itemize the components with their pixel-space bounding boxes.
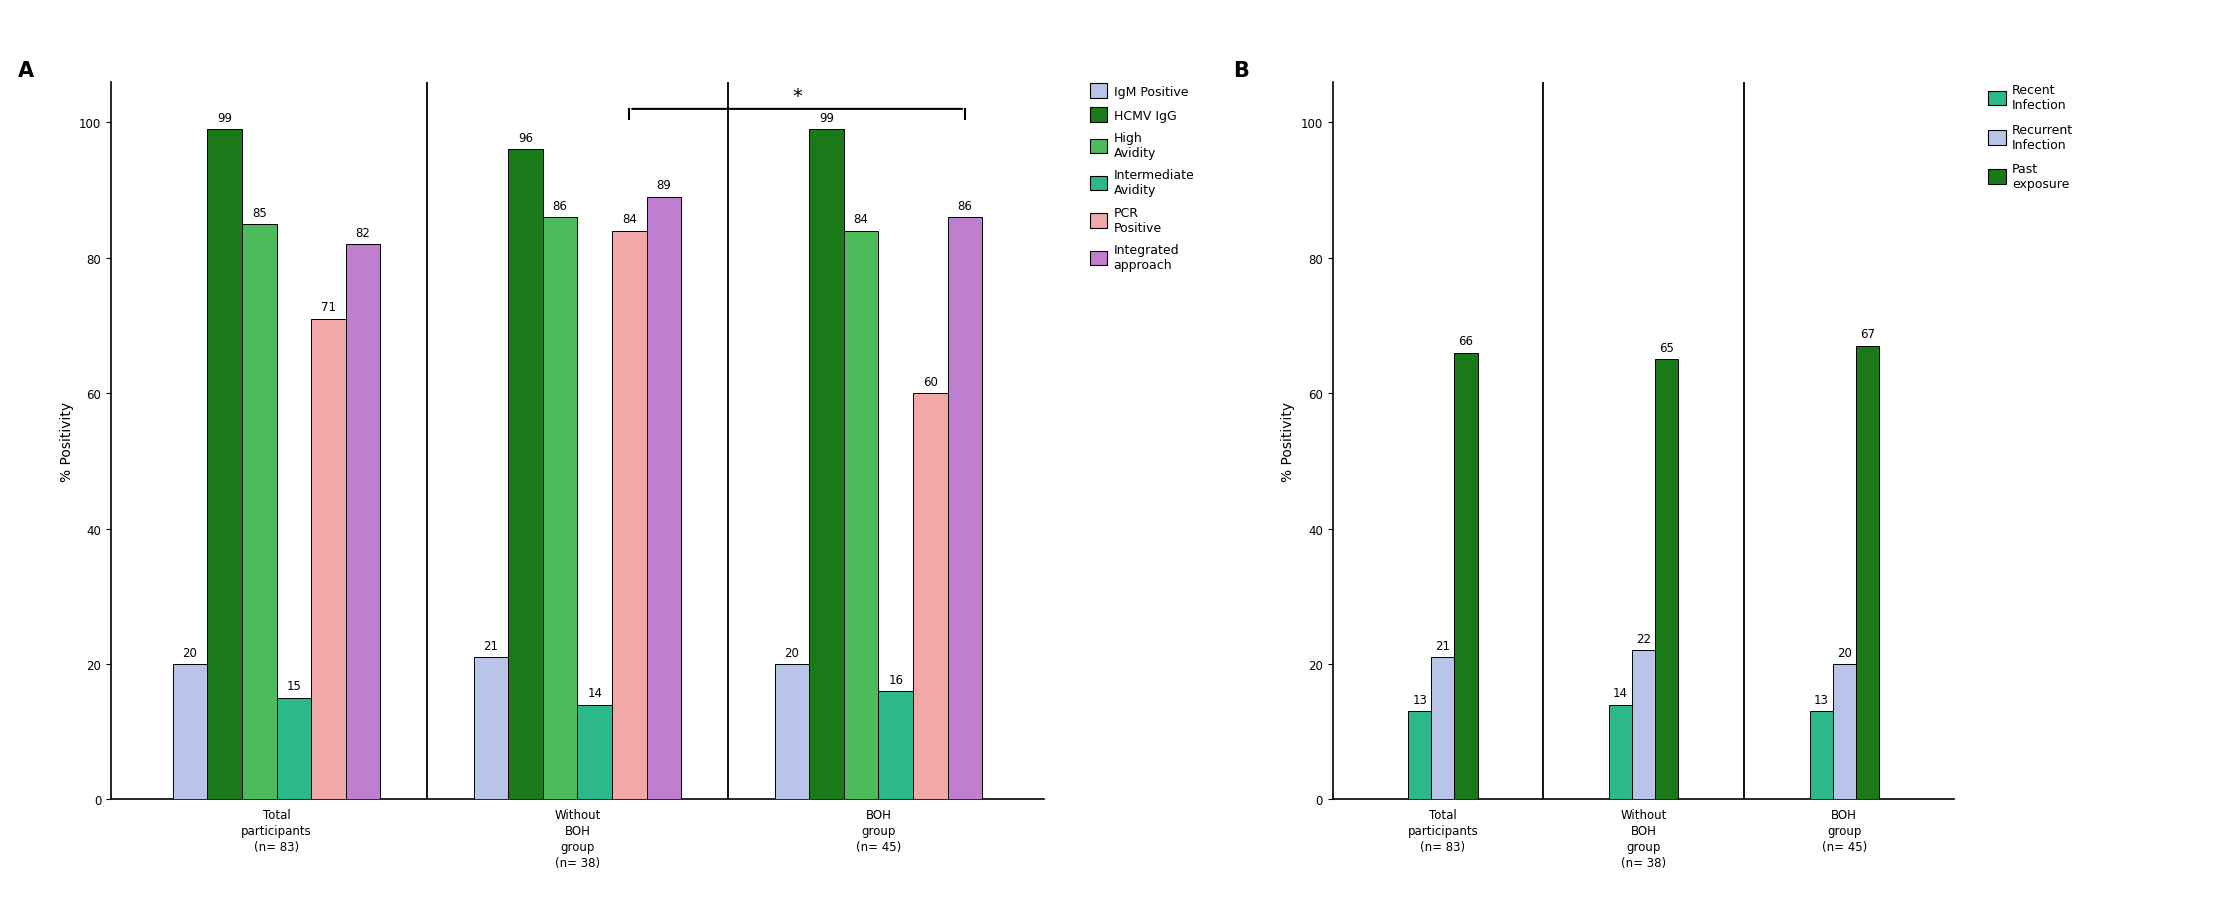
Text: 21: 21 — [1435, 639, 1450, 652]
Bar — [1632, 651, 1655, 800]
Text: 99: 99 — [218, 111, 233, 125]
Text: 21: 21 — [484, 639, 498, 652]
Bar — [311, 320, 346, 800]
Bar — [1810, 711, 1832, 800]
Bar — [542, 218, 577, 800]
Y-axis label: % Positivity: % Positivity — [1282, 401, 1295, 482]
Text: 14: 14 — [1612, 686, 1628, 699]
Bar — [613, 232, 646, 800]
Bar — [509, 151, 542, 800]
Bar — [242, 225, 278, 800]
Legend: Recent
Infection, Recurrent
Infection, Past
exposure: Recent Infection, Recurrent Infection, P… — [1986, 82, 2074, 193]
Text: *: * — [793, 87, 802, 107]
Text: 84: 84 — [853, 213, 868, 226]
Text: 67: 67 — [1859, 328, 1875, 341]
Bar — [948, 218, 982, 800]
Text: 20: 20 — [784, 646, 800, 659]
Text: 16: 16 — [888, 673, 904, 686]
Bar — [913, 393, 948, 800]
Bar — [1832, 664, 1857, 800]
Bar — [775, 664, 808, 800]
Bar — [1857, 346, 1879, 800]
Y-axis label: % Positivity: % Positivity — [60, 401, 73, 482]
Bar — [278, 698, 311, 800]
Text: 65: 65 — [1659, 342, 1675, 355]
Text: 20: 20 — [1837, 646, 1852, 659]
Bar — [1430, 657, 1455, 800]
Text: 20: 20 — [182, 646, 198, 659]
Bar — [808, 130, 844, 800]
Bar — [577, 705, 613, 800]
Bar — [346, 245, 380, 800]
Bar — [1608, 705, 1632, 800]
Legend: IgM Positive, HCMV IgG, High
Avidity, Intermediate
Avidity, PCR
Positive, Integr: IgM Positive, HCMV IgG, High Avidity, In… — [1088, 82, 1197, 275]
Bar — [1408, 711, 1430, 800]
Text: 84: 84 — [622, 213, 637, 226]
Bar — [877, 691, 913, 800]
Bar — [1655, 360, 1679, 800]
Bar — [207, 130, 242, 800]
Bar — [173, 664, 207, 800]
Text: 96: 96 — [517, 132, 533, 145]
Bar — [473, 657, 509, 800]
Text: 22: 22 — [1637, 632, 1650, 645]
Text: 71: 71 — [322, 301, 335, 314]
Text: A: A — [18, 62, 33, 81]
Bar — [1455, 353, 1477, 800]
Text: 66: 66 — [1459, 335, 1473, 347]
Text: 89: 89 — [657, 179, 671, 192]
Text: B: B — [1233, 62, 1248, 81]
Text: 13: 13 — [1815, 693, 1828, 706]
Text: 60: 60 — [924, 375, 937, 389]
Text: 14: 14 — [586, 686, 602, 699]
Bar — [844, 232, 877, 800]
Bar — [646, 198, 682, 800]
Text: 99: 99 — [820, 111, 833, 125]
Text: 13: 13 — [1413, 693, 1428, 706]
Text: 86: 86 — [553, 199, 569, 212]
Text: 82: 82 — [355, 227, 371, 240]
Text: 85: 85 — [251, 207, 267, 220]
Text: 15: 15 — [287, 680, 302, 693]
Text: 86: 86 — [957, 199, 973, 212]
